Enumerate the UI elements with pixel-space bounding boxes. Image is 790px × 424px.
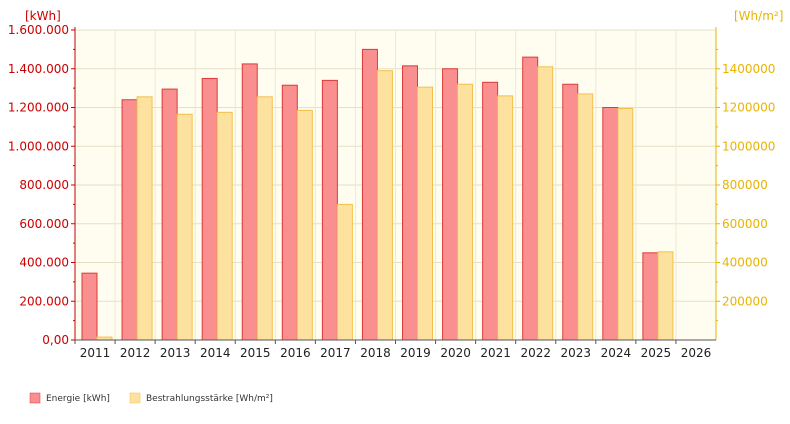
x-axis-tick-label: 2023 [561,346,592,360]
bar-energie-2018 [361,48,378,341]
x-axis-tick-label: 2012 [120,346,151,360]
bar-bestrahlung-2015 [256,96,273,341]
x-axis-tick-label: 2019 [400,346,431,360]
left-axis-tick-label: 400.000 [19,256,69,270]
right-axis-tick-label: 400000 [722,256,768,270]
left-axis-tick-label: 600.000 [19,217,69,231]
x-axis-tick-label: 2022 [520,346,551,360]
bar-energie-2014 [201,77,218,341]
x-axis-tick-label: 2013 [160,346,191,360]
bar-bestrahlung-2017 [336,203,353,341]
bar-bestrahlung-2023 [577,93,594,341]
bar-bestrahlung-2025 [657,251,674,341]
legend-swatch-bestrahlung [129,392,141,404]
bar-bestrahlung-2021 [497,95,514,341]
legend: Energie [kWh] Bestrahlungsstärke [Wh/m²] [29,392,273,404]
bar-bestrahlung-2012 [136,96,153,341]
right-axis-tick-label: 1200000 [722,101,775,115]
right-axis: 200000 400000 600000 800000 1000000 1200000 14… [715,27,775,340]
x-axis-tick-label: 2026 [681,346,712,360]
bar-bestrahlung-2020 [457,83,474,341]
left-axis-tick-label: 800.000 [19,178,69,192]
legend-swatch-energie [29,392,41,404]
right-axis-tick-label: 200000 [722,294,768,308]
bar-energie-2011 [81,272,98,341]
bar-bestrahlung-2022 [537,66,554,341]
bar-energie-2022 [522,56,539,341]
x-axis-tick-label: 2015 [240,346,271,360]
x-axis-tick-label: 2018 [360,346,391,360]
bar-energie-2013 [161,88,178,341]
right-axis-tick-label: 1000000 [722,139,775,153]
right-axis-unit-label: [Wh/m²] [734,9,783,23]
bar-energie-2016 [281,84,298,341]
right-axis-tick-label: 800000 [722,178,768,192]
bar-bestrahlung-2016 [296,109,313,341]
bar-energie-2021 [482,81,499,341]
left-axis-tick-label: 200.000 [19,294,69,308]
bar-bestrahlung-2024 [617,107,634,341]
bar-energie-2024 [602,107,619,341]
bar-bestrahlung-2019 [417,86,433,341]
bar-energie-2019 [402,65,418,341]
bar-bestrahlung-2014 [216,111,233,341]
x-axis-tick-label: 2011 [80,346,111,360]
x-axis-tick-label: 2014 [200,346,231,360]
x-axis-tick-label: 2021 [480,346,511,360]
x-axis-tick-label: 2024 [601,346,632,360]
bars-group [81,48,674,341]
left-axis-tick-label: 0,00 [42,333,69,347]
left-axis-tick-label: 1.200.000 [8,101,69,115]
left-axis: 0,00 200.000 400.000 600.000 800.000 1.000.00… [8,23,76,347]
bar-energie-2017 [321,79,338,341]
left-axis-tick-label: 1.400.000 [8,62,69,76]
x-axis-tick-label: 2017 [320,346,351,360]
bar-bestrahlung-2018 [376,70,393,341]
left-axis-tick-label: 1.600.000 [8,23,69,37]
x-axis: 2011 2012 2013 2014 2015 2016 2017 2018 2019 2020… [74,339,716,360]
left-axis-unit-label: [kWh] [25,9,61,23]
bar-energie-2025 [642,252,659,341]
right-axis-tick-label: 600000 [722,217,768,231]
bar-energie-2012 [121,99,138,341]
x-axis-tick-label: 2016 [280,346,311,360]
bar-energie-2020 [442,68,459,341]
legend-label-energie: Energie [kWh] [46,394,110,404]
legend-label-bestrahlung: Bestrahlungsstärke [Wh/m²] [146,394,273,404]
x-axis-tick-label: 2025 [641,346,672,360]
bar-energie-2023 [562,83,579,341]
x-axis-tick-label: 2020 [440,346,471,360]
left-axis-tick-label: 1.000.000 [8,139,69,153]
right-axis-tick-label: 1400000 [722,62,775,76]
bar-bestrahlung-2013 [176,113,193,341]
bar-energie-2015 [241,63,258,341]
